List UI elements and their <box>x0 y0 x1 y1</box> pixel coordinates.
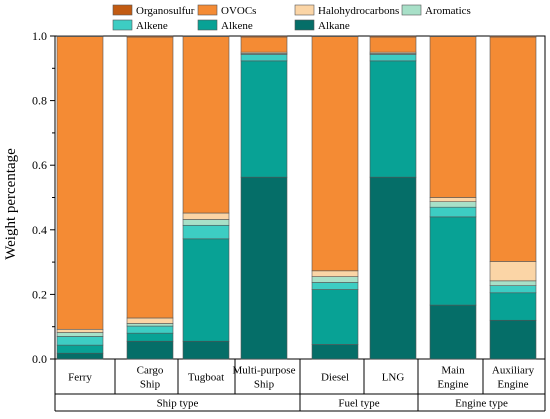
bar-segment-alkane-ferry <box>56 352 104 360</box>
y-tick-label: 0.0 <box>32 352 47 366</box>
bar-segment-organosulfur-lng <box>369 35 417 38</box>
category-label-lng: LNG <box>382 372 405 384</box>
group-label-engine-type: Engine type <box>455 398 508 410</box>
bar-segment-alkyne-main-engine <box>429 206 477 218</box>
bar-segment-organosulfur-auxiliary-engine <box>489 35 537 38</box>
bar-segment-alkane-diesel <box>311 344 359 360</box>
legend-label-aromatics: Aromatics <box>425 5 471 17</box>
legend-swatch-organosulfur <box>112 4 133 16</box>
bar-segment-aromatics-cargo-ship <box>126 323 174 327</box>
bar-segment-alkyne-lng <box>369 54 417 62</box>
y-tick-label: 0.2 <box>32 287 47 301</box>
legend-swatch-ovocs <box>197 4 218 16</box>
bar-segment-alkene-multi-purpose-ship <box>240 60 288 178</box>
bar-segment-alkene-diesel <box>311 289 359 345</box>
legend-label-row2-3: Alkane <box>318 20 350 32</box>
bar-segment-organosulfur-tugboat <box>182 35 230 37</box>
legend-label-organosulfur: Organosulfur <box>136 5 195 17</box>
category-label-diesel: Diesel <box>321 372 349 384</box>
category-label-cargo-ship: Cargo Ship <box>137 365 164 391</box>
bar-segment-alkane-main-engine <box>429 304 477 360</box>
category-label-tugboat: Tugboat <box>188 372 224 384</box>
y-tick-label: 0.6 <box>32 158 47 172</box>
bar-segment-aromatics-ferry <box>56 332 104 337</box>
y-axis-title: Weight percentage <box>3 148 19 260</box>
legend-swatch-aromatics <box>401 4 422 16</box>
category-label-auxiliary-engine: Auxiliary Engine <box>492 365 535 391</box>
bar-segment-alkane-cargo-ship <box>126 340 174 360</box>
bar-segment-ovocs-ferry <box>56 36 104 330</box>
bar-segment-ovocs-auxiliary-engine <box>489 36 537 262</box>
bar-segment-organosulfur-diesel <box>311 35 359 37</box>
bar-segment-alkene-lng <box>369 60 417 178</box>
legend-swatch-halohydrocarbons <box>294 4 315 16</box>
bar-segment-alkyne-diesel <box>311 282 359 290</box>
bar-segment-alkene-main-engine <box>429 216 477 306</box>
bar-segment-aromatics-main-engine <box>429 201 477 208</box>
bar-segment-halohydrocarbons-cargo-ship <box>126 317 174 324</box>
legend: Organosulfur OVOCs Halohydrocarbons Aromati… <box>112 4 471 32</box>
bar-segment-organosulfur-main-engine <box>429 35 477 37</box>
legend-label-row2-1: Alkene <box>136 20 168 32</box>
bar-segment-halohydrocarbons-tugboat <box>182 212 230 220</box>
bar-segment-aromatics-auxiliary-engine <box>489 280 537 286</box>
bar-segment-halohydrocarbons-ferry <box>56 328 104 333</box>
y-tick-label: 0.8 <box>32 94 47 108</box>
bar-segment-organosulfur-ferry <box>56 35 104 37</box>
legend-swatch-row2-2 <box>197 19 218 31</box>
x-axis-categories: Ferry Cargo Ship Tugboat Multi-purpose Ship Di… <box>68 365 534 410</box>
bar-segment-alkyne-cargo-ship <box>126 325 174 334</box>
bar-segment-ovocs-main-engine <box>429 36 477 198</box>
bar-segment-alkyne-auxiliary-engine <box>489 285 537 294</box>
bar-segment-halohydrocarbons-auxiliary-engine <box>489 261 537 282</box>
bar-segment-organosulfur-cargo-ship <box>126 35 174 38</box>
bar-segment-alkane-tugboat <box>182 340 230 360</box>
group-label-fuel-type: Fuel type <box>338 398 379 410</box>
legend-swatch-row2-3 <box>294 19 315 31</box>
category-label-multi-purpose-ship: Multi-purpose Ship <box>233 365 296 391</box>
bar-segment-alkene-ferry <box>56 344 104 354</box>
bar-segment-alkyne-tugboat <box>182 224 230 240</box>
bar-segment-ovocs-lng <box>369 36 417 53</box>
bar-segment-alkene-tugboat <box>182 238 230 342</box>
bar-segment-ovocs-cargo-ship <box>126 36 174 319</box>
bar-segment-aromatics-diesel <box>311 276 359 283</box>
bar-segment-alkane-lng <box>369 176 417 360</box>
bar-segment-alkane-auxiliary-engine <box>489 319 537 360</box>
bar-segment-alkene-auxiliary-engine <box>489 292 537 321</box>
category-label-ferry: Ferry <box>68 372 92 384</box>
bar-segment-organosulfur-multi-purpose-ship <box>240 35 288 38</box>
y-axis: 0.0 0.2 0.4 0.6 0.8 1.0 <box>32 29 55 366</box>
bar-segment-ovocs-diesel <box>311 36 359 272</box>
bar-segment-alkane-multi-purpose-ship <box>240 176 288 360</box>
bar-segment-ovocs-tugboat <box>182 36 230 214</box>
y-tick-label: 1.0 <box>32 29 47 43</box>
bar-segment-aromatics-tugboat <box>182 219 230 226</box>
legend-label-halohydrocarbons: Halohydrocarbons <box>318 5 399 17</box>
bar-segment-alkene-cargo-ship <box>126 332 174 342</box>
y-tick-label: 0.4 <box>32 223 47 237</box>
legend-label-ovocs: OVOCs <box>221 5 256 17</box>
bar-segment-alkyne-ferry <box>56 336 104 346</box>
legend-label-row2-2: Alkene <box>221 20 253 32</box>
group-label-ship-type: Ship type <box>157 398 199 410</box>
bar-segment-ovocs-multi-purpose-ship <box>240 36 288 53</box>
bars-layer <box>56 35 537 360</box>
bar-segment-halohydrocarbons-diesel <box>311 270 359 277</box>
category-label-main-engine: Main Engine <box>437 365 468 391</box>
plot-frame <box>54 35 546 412</box>
bar-segment-halohydrocarbons-main-engine <box>429 197 477 202</box>
bar-segment-alkyne-multi-purpose-ship <box>240 54 288 62</box>
legend-swatch-row2-1 <box>112 19 133 31</box>
